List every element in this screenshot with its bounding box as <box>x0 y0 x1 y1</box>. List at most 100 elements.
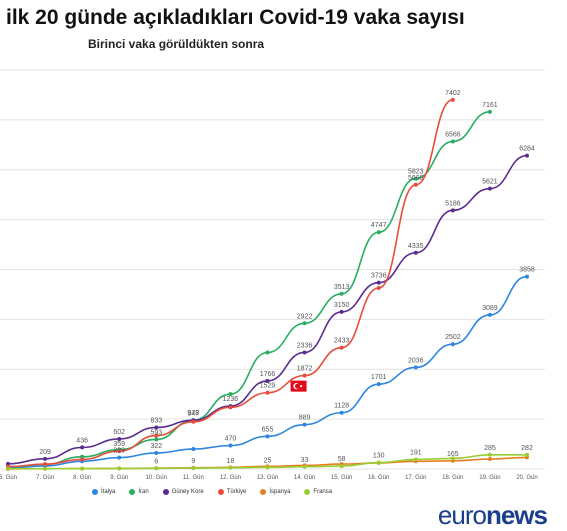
data-label: 2036 <box>408 357 424 364</box>
data-label: 191 <box>410 449 422 456</box>
x-tick-label: 17. Gün <box>405 475 426 481</box>
data-point <box>413 250 418 255</box>
data-label: 947 <box>188 410 200 417</box>
data-point <box>339 291 344 296</box>
legend-marker <box>260 489 267 495</box>
data-label: 2922 <box>297 313 313 320</box>
data-label: 229 <box>113 448 125 455</box>
data-label: 1872 <box>297 366 313 373</box>
series-line <box>7 111 491 468</box>
data-point <box>43 466 48 471</box>
x-tick-label: 16. Gün <box>368 475 389 481</box>
data-point <box>191 466 196 471</box>
x-tick-label: 19. Gün <box>479 475 500 481</box>
data-point <box>80 466 85 471</box>
euronews-logo: euronews <box>437 500 548 530</box>
legend-item: Güney Kore <box>162 489 204 495</box>
legend-item: İran <box>129 489 149 495</box>
chart-title: ilk 20 günde açıkladıkları Covid-19 vaka… <box>6 6 465 29</box>
data-label: 4747 <box>371 222 387 229</box>
legend-item: İspanya <box>260 489 290 495</box>
data-label: 5186 <box>445 200 461 207</box>
data-point <box>302 464 307 469</box>
data-label: 6 <box>154 458 158 465</box>
data-point <box>302 350 307 355</box>
data-label: 1236 <box>223 396 239 403</box>
x-tick-label: 13. Gün <box>257 475 278 481</box>
x-tick-label: 9. Gün <box>110 475 128 481</box>
x-tick-label: 14. Gün <box>294 475 315 481</box>
data-point <box>154 437 159 442</box>
data-point <box>117 449 122 454</box>
data-label: 1766 <box>260 371 276 378</box>
data-point <box>265 378 270 383</box>
legend-item: İtalya <box>92 489 115 495</box>
data-point <box>413 182 418 187</box>
x-tick-label: 6. Gün <box>0 475 17 481</box>
x-tick-label: 7. Gün <box>36 475 54 481</box>
data-point <box>228 443 233 448</box>
x-tick-label: 15. Gün <box>331 475 352 481</box>
legend-item: Türkiye <box>217 489 247 495</box>
data-point <box>450 342 455 347</box>
data-label: 2502 <box>445 334 461 341</box>
data-point <box>191 447 196 452</box>
data-label: 3858 <box>519 267 535 274</box>
data-label: 6284 <box>519 146 535 153</box>
x-tick-label: 10. Gün <box>146 475 167 481</box>
data-label: 1529 <box>260 383 276 390</box>
legend-label: İspanya <box>269 489 291 495</box>
data-point <box>154 425 159 430</box>
data-point <box>339 345 344 350</box>
x-tick-label: 20. Gün <box>516 475 537 481</box>
flag-crescent-inner <box>294 383 301 389</box>
data-point <box>525 153 529 158</box>
data-point <box>80 457 85 462</box>
data-point <box>154 466 159 471</box>
data-point <box>376 230 381 235</box>
data-point <box>376 382 381 387</box>
legend-marker <box>162 489 169 495</box>
data-point <box>376 460 381 465</box>
data-label: 593 <box>150 429 162 436</box>
legend-label: Türkiye <box>226 489 247 495</box>
data-point <box>487 109 492 114</box>
chart-legend: İtalya İran Güney Kore Türkiye İspanya Fransa <box>92 489 332 495</box>
data-label: 130 <box>373 453 385 460</box>
legend-item: Fransa <box>304 489 332 495</box>
flag-star <box>299 385 303 388</box>
series-line <box>7 275 528 469</box>
data-point <box>487 457 492 462</box>
data-label: 655 <box>262 426 274 433</box>
x-tick-label: 8. Gün <box>73 475 91 481</box>
data-label: 165 <box>447 451 459 458</box>
data-point <box>154 433 159 438</box>
data-point <box>117 455 122 460</box>
data-point <box>525 274 529 279</box>
data-point <box>43 456 48 461</box>
data-point <box>376 286 381 291</box>
data-label: 209 <box>39 449 51 456</box>
series-line <box>7 99 454 468</box>
data-label: 3736 <box>371 273 387 280</box>
legend-marker <box>92 489 98 495</box>
turkish-flag-icon <box>290 380 307 392</box>
data-label: 5621 <box>482 179 498 186</box>
data-point <box>228 465 233 470</box>
data-label: 359 <box>113 441 125 448</box>
data-label: 3089 <box>482 305 498 312</box>
data-label: 285 <box>484 445 496 452</box>
legend-label: İran <box>138 489 149 495</box>
data-point <box>525 452 529 457</box>
series-line <box>7 154 528 465</box>
data-point <box>413 457 418 462</box>
data-point <box>376 280 381 285</box>
data-point <box>265 465 270 470</box>
x-tick-label: 12. Gün <box>220 475 241 481</box>
data-label: 7402 <box>445 90 461 97</box>
data-label: 5698 <box>408 175 424 182</box>
data-label: 18 <box>227 458 235 465</box>
data-label: 889 <box>299 415 311 422</box>
data-label: 6566 <box>445 132 461 139</box>
